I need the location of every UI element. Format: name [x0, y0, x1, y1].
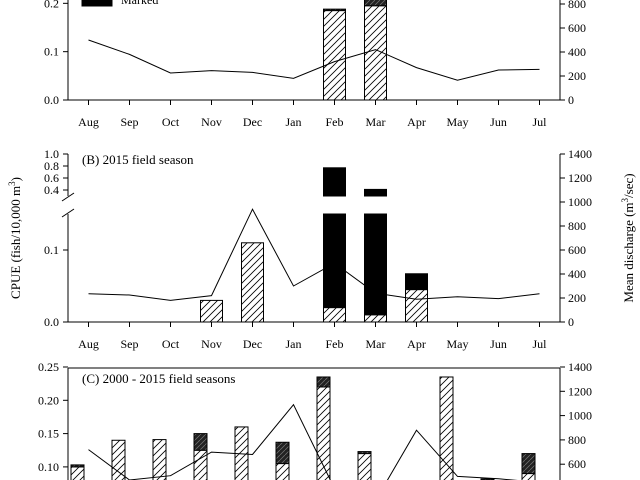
y2-tick-label: 0 [568, 315, 574, 329]
bar-unmarked [70, 466, 85, 480]
bar-unmarked [405, 289, 428, 323]
x-tick-label: Aug [78, 115, 99, 129]
y-tick-label: 0.10 [38, 460, 59, 474]
bar-unmarked [152, 439, 167, 480]
bar-unmarked [193, 449, 208, 480]
y2-tick-label: 200 [568, 291, 586, 305]
bar-marked [357, 451, 372, 455]
y2-tick-label: 400 [568, 45, 586, 59]
bar-marked [364, 0, 387, 7]
panel-title: (B) 2015 field season [82, 152, 194, 167]
x-tick-label: Jan [286, 337, 302, 351]
y2-tick-label: 1000 [568, 195, 592, 209]
bar-marked [323, 213, 346, 309]
y2-tick-label: 1400 [568, 360, 592, 374]
bar-unmarked [323, 307, 346, 323]
bar-marked-upper [364, 188, 387, 197]
y-tick-label: 0.2 [44, 0, 59, 10]
x-tick-label: Jul [532, 115, 547, 129]
bar-marked-upper [323, 167, 346, 197]
bar-unmarked [357, 453, 372, 480]
x-tick-label: Nov [201, 337, 222, 351]
y2-tick-label: 800 [568, 219, 586, 233]
discharge-line [88, 403, 518, 480]
bar-unmarked [521, 473, 536, 480]
bar-marked [323, 8, 346, 12]
y-tick-label: 0.0 [44, 315, 59, 329]
y-tick-label: 0.4 [44, 183, 59, 197]
x-tick-label: Jan [286, 115, 302, 129]
panel-a: 0.0 0.1 0.2 0 200 400 600 800 Aug Sep Oct Nov Dec Jan… [44, 0, 586, 129]
bar-unmarked [364, 314, 387, 323]
y2-tick-label: 1200 [568, 171, 592, 185]
y2-tick-label: 600 [568, 21, 586, 35]
x-tick-label: Dec [243, 115, 262, 129]
discharge-line [88, 208, 540, 301]
y-tick-label: 0.6 [44, 171, 59, 185]
bar-marked [521, 453, 536, 475]
x-tick-label: Sep [121, 115, 139, 129]
bar-marked [405, 273, 428, 291]
y-tick-label: 0.25 [38, 360, 59, 374]
bar-unmarked [275, 463, 290, 480]
y-tick-label: 1.0 [44, 147, 59, 161]
panel-c: 0.10 0.15 0.20 0.25 600 800 1000 1200 1400 (C) 20… [38, 360, 592, 480]
x-tick-label: Jun [490, 337, 507, 351]
bar-marked [70, 464, 85, 468]
y-tick-label: 0.1 [44, 45, 59, 59]
y2-tick-label: 600 [568, 243, 586, 257]
x-tick-label: Jul [532, 337, 547, 351]
legend-marked-label: Marked [121, 0, 158, 7]
y2-tick-label: 200 [568, 69, 586, 83]
x-tick-label: Sep [121, 337, 139, 351]
y-tick-label: 0.20 [38, 393, 59, 407]
bar-unmarked [200, 299, 223, 323]
x-tick-label: Apr [407, 115, 426, 129]
y2-tick-label: 1400 [568, 147, 592, 161]
y-tick-label: 0.0 [44, 93, 59, 107]
bar-unmarked [323, 10, 346, 101]
x-tick-label: Dec [243, 337, 262, 351]
y2-tick-label: 600 [568, 457, 586, 471]
panel-b: 0.0 0.1 0.40.60.81.0 0 200 400 600 800 1000 1200 1… [7, 147, 636, 351]
y2-tick-label: 800 [568, 0, 586, 11]
bar-marked [316, 376, 331, 388]
y2-tick-label: 800 [568, 433, 586, 447]
x-tick-label: Nov [201, 115, 222, 129]
x-tick-label: Oct [162, 337, 180, 351]
x-tick-label: May [447, 337, 469, 351]
x-tick-label: Feb [326, 337, 344, 351]
x-tick-label: Jun [490, 115, 507, 129]
y-tick-label: 0.15 [38, 427, 59, 441]
axis-break-mark [61, 192, 75, 202]
y2-tick-label: 400 [568, 267, 586, 281]
bar-marked [275, 441, 290, 465]
bar-unmarked [241, 242, 264, 323]
y-tick-label: 0.1 [44, 243, 59, 257]
x-tick-label: Feb [326, 115, 344, 129]
bar-marked [193, 433, 208, 451]
y2-axis-label: Mean discharge (m3/sec) [620, 173, 636, 302]
x-tick-label: Apr [407, 337, 426, 351]
y2-tick-label: 0 [568, 93, 574, 107]
x-tick-label: Mar [366, 115, 386, 129]
y-tick-label: 0.8 [44, 159, 59, 173]
y2-tick-label: 1000 [568, 409, 592, 423]
x-tick-label: Oct [162, 115, 180, 129]
x-tick-label: May [447, 115, 469, 129]
bar-marked [364, 213, 387, 316]
x-tick-label: Mar [366, 337, 386, 351]
axis-break-mark [61, 208, 75, 218]
y-axis-label: CPUE (fish/10,000 m3) [7, 177, 23, 299]
bar-unmarked [439, 376, 454, 480]
x-tick-label: Aug [78, 337, 99, 351]
panel-title: (C) 2000 - 2015 field seasons [82, 371, 235, 386]
y2-tick-label: 1200 [568, 384, 592, 398]
legend-marked-swatch [81, 0, 113, 7]
discharge-line [88, 39, 540, 81]
bar-unmarked [111, 439, 126, 480]
